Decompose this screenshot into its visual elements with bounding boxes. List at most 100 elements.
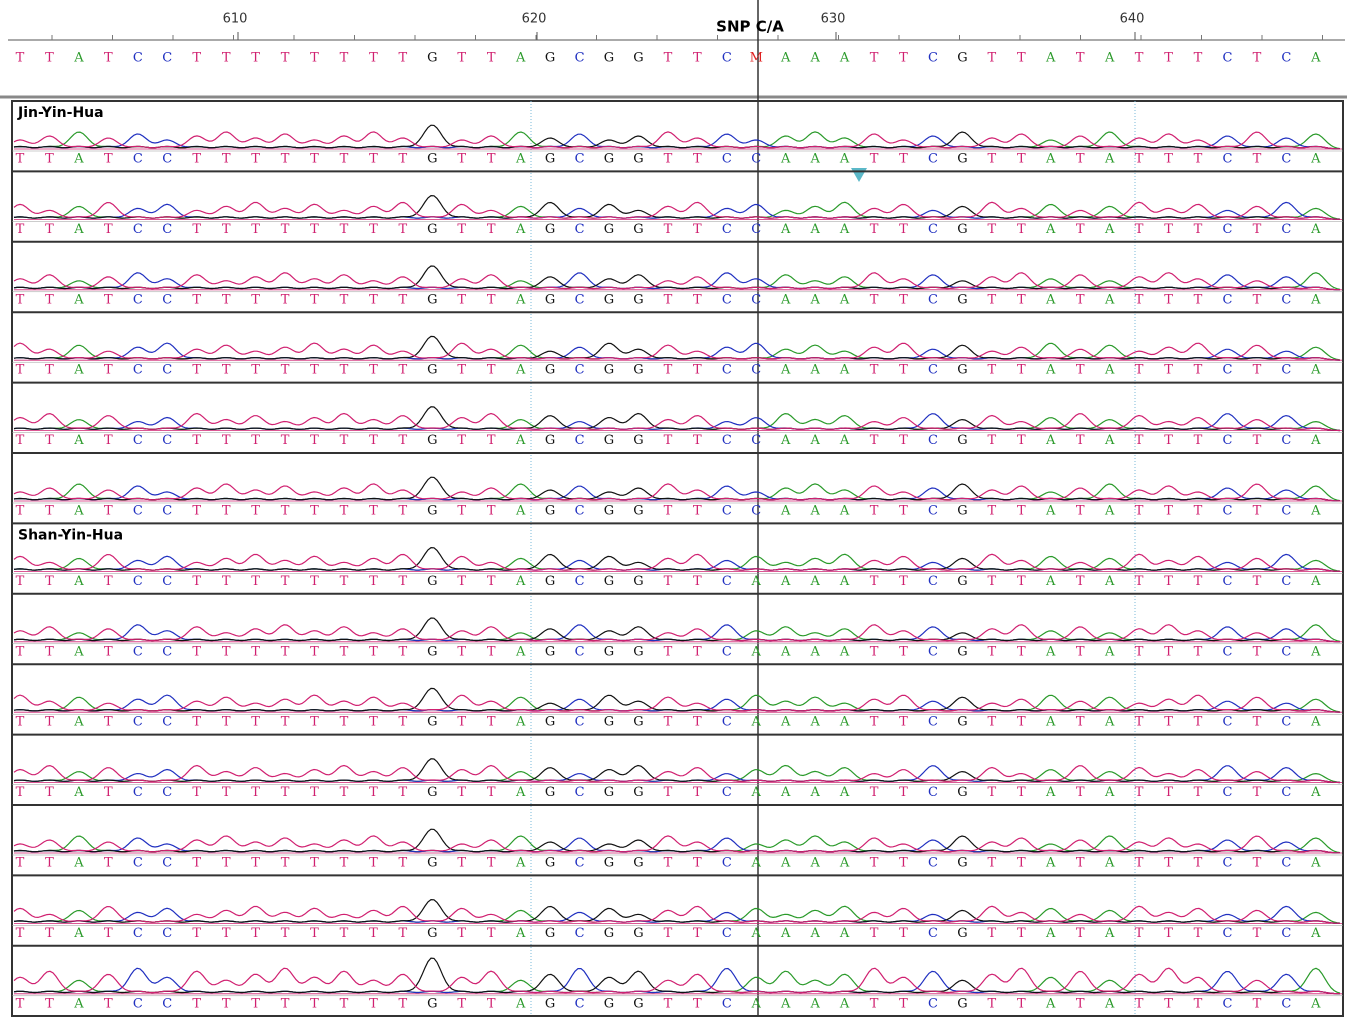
row-base: T xyxy=(222,292,231,307)
row-base: T xyxy=(870,504,879,519)
row-base: G xyxy=(633,363,643,378)
row-base: T xyxy=(104,644,113,659)
row-base: T xyxy=(251,715,260,730)
row-base: T xyxy=(487,856,496,871)
row-base: T xyxy=(899,926,908,941)
row-base: T xyxy=(369,644,378,659)
row-base: T xyxy=(192,504,201,519)
row-base: A xyxy=(1310,715,1321,730)
row-base: C xyxy=(928,504,938,519)
consensus-base: T xyxy=(104,51,113,66)
row-base: C xyxy=(751,152,761,167)
row-base: A xyxy=(73,715,84,730)
row-base: T xyxy=(251,433,260,448)
row-base: A xyxy=(1104,715,1115,730)
row-base: A xyxy=(780,363,791,378)
row-base: A xyxy=(1310,152,1321,167)
row-base: G xyxy=(427,152,437,167)
row-base: T xyxy=(664,644,673,659)
row-base: T xyxy=(340,292,349,307)
row-base: T xyxy=(487,996,496,1011)
row-base: G xyxy=(545,433,555,448)
row-base: T xyxy=(222,926,231,941)
row-base: A xyxy=(839,152,850,167)
row-base: A xyxy=(1310,926,1321,941)
consensus-base: C xyxy=(1222,51,1232,66)
row-base: T xyxy=(340,715,349,730)
row-base: A xyxy=(809,292,820,307)
consensus-base: G xyxy=(957,51,967,66)
row-base: C xyxy=(928,926,938,941)
row-base: T xyxy=(16,504,25,519)
row-base: G xyxy=(545,644,555,659)
row-base: T xyxy=(222,152,231,167)
row-base: A xyxy=(515,363,526,378)
row-base: A xyxy=(751,926,762,941)
row-base: T xyxy=(281,504,290,519)
row-base: A xyxy=(1104,433,1115,448)
consensus-base: T xyxy=(1164,51,1173,66)
row-base: T xyxy=(104,363,113,378)
row-base: G xyxy=(957,574,967,589)
row-base: T xyxy=(1135,363,1144,378)
row-base: G xyxy=(604,363,614,378)
row-base: T xyxy=(664,856,673,871)
row-base: G xyxy=(633,433,643,448)
row-base: C xyxy=(928,856,938,871)
row-base: C xyxy=(575,363,585,378)
row-base: T xyxy=(664,715,673,730)
row-base: T xyxy=(870,574,879,589)
row-base: T xyxy=(487,644,496,659)
row-base: G xyxy=(633,574,643,589)
row-base: T xyxy=(399,363,408,378)
row-base: T xyxy=(1076,574,1085,589)
row-base: T xyxy=(1135,574,1144,589)
consensus-base: G xyxy=(633,51,643,66)
row-base: T xyxy=(899,715,908,730)
row-base: A xyxy=(809,222,820,237)
row-base: T xyxy=(281,785,290,800)
row-base: G xyxy=(633,152,643,167)
row-base: C xyxy=(928,152,938,167)
row-base: G xyxy=(633,222,643,237)
background xyxy=(0,0,1347,1019)
row-base: G xyxy=(633,856,643,871)
row-base: C xyxy=(751,292,761,307)
row-base: G xyxy=(545,785,555,800)
row-base: C xyxy=(722,644,732,659)
consensus-base: T xyxy=(1253,51,1262,66)
row-base: T xyxy=(1253,644,1262,659)
row-base: C xyxy=(1222,785,1232,800)
row-base: C xyxy=(575,574,585,589)
row-base: C xyxy=(575,644,585,659)
row-base: T xyxy=(192,926,201,941)
row-base: T xyxy=(899,504,908,519)
row-base: T xyxy=(899,856,908,871)
row-base: C xyxy=(162,292,172,307)
row-base: T xyxy=(281,574,290,589)
row-base: T xyxy=(45,433,54,448)
row-base: T xyxy=(487,433,496,448)
row-base: A xyxy=(1310,996,1321,1011)
row-base: A xyxy=(780,222,791,237)
row-base: C xyxy=(1222,504,1232,519)
row-base: C xyxy=(928,363,938,378)
consensus-base: T xyxy=(457,51,466,66)
row-base: C xyxy=(575,856,585,871)
row-base: G xyxy=(633,644,643,659)
consensus-base: C xyxy=(575,51,585,66)
row-base: C xyxy=(722,504,732,519)
row-base: A xyxy=(839,222,850,237)
row-base: T xyxy=(281,644,290,659)
row-base: C xyxy=(928,574,938,589)
row-base: T xyxy=(1253,715,1262,730)
row-base: T xyxy=(870,926,879,941)
row-base: T xyxy=(899,644,908,659)
row-base: T xyxy=(1164,363,1173,378)
row-base: C xyxy=(1281,715,1291,730)
row-base: A xyxy=(839,292,850,307)
row-base: T xyxy=(340,574,349,589)
row-base: A xyxy=(809,504,820,519)
row-base: T xyxy=(45,222,54,237)
row-base: T xyxy=(1164,926,1173,941)
